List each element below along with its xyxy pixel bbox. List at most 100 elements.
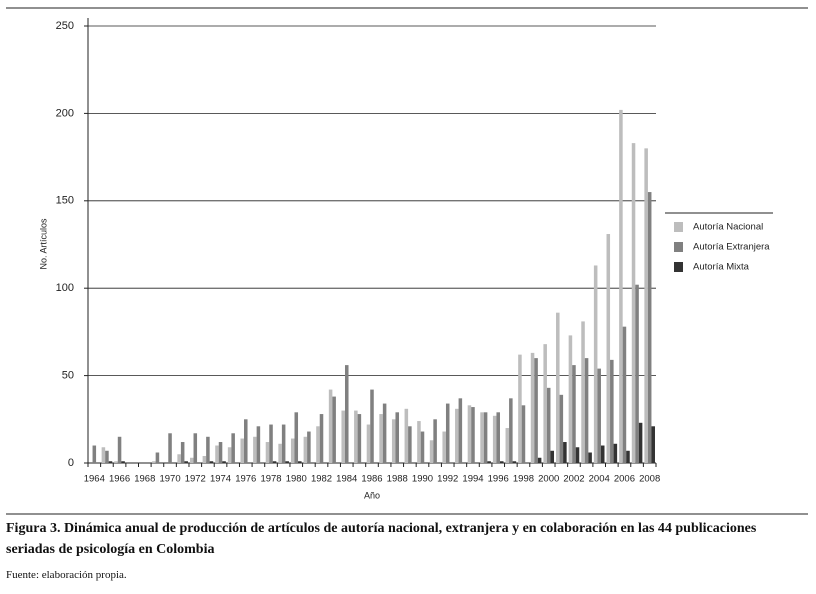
bar (537, 457, 542, 463)
bar (512, 461, 517, 463)
x-tick-label: 1986 (361, 474, 382, 485)
bar (121, 461, 125, 463)
bar (581, 321, 585, 463)
bar (429, 440, 434, 463)
bar (622, 326, 627, 463)
bar (168, 433, 172, 463)
bar (408, 426, 412, 463)
bar (244, 419, 248, 463)
bar (442, 431, 446, 463)
x-tick-label: 1966 (109, 474, 130, 485)
x-tick-label: 2006 (614, 474, 635, 485)
bar (483, 412, 488, 463)
bar (499, 461, 504, 463)
bar (563, 442, 567, 463)
bar (184, 461, 188, 463)
bar (218, 442, 223, 463)
bar (357, 414, 362, 463)
bar (281, 424, 286, 463)
bar (240, 438, 245, 463)
bar (487, 461, 491, 463)
bar (366, 424, 371, 463)
y-tick-label: 250 (56, 20, 74, 32)
bar (651, 426, 655, 463)
bar (354, 410, 358, 463)
bar (610, 359, 614, 463)
bar (597, 368, 601, 463)
bar (382, 403, 387, 463)
bar (631, 143, 636, 463)
bar (647, 192, 652, 463)
legend-swatch (674, 262, 683, 272)
x-tick-label: 1990 (412, 474, 433, 485)
bar (180, 442, 185, 463)
bar (177, 454, 181, 463)
bar (117, 436, 122, 463)
x-tick-label: 1994 (462, 474, 483, 485)
bar (559, 394, 564, 463)
bar (395, 412, 400, 463)
bar (530, 352, 535, 463)
legend-swatch (674, 222, 683, 232)
bar (303, 436, 308, 463)
bar (556, 312, 560, 463)
bar (543, 344, 547, 463)
bar (471, 407, 475, 463)
x-tick-label: 1988 (387, 474, 408, 485)
bar (108, 461, 113, 463)
bar (206, 436, 210, 463)
bar (101, 447, 106, 463)
x-tick-label: 1970 (159, 474, 180, 485)
x-axis-label: Año (364, 490, 380, 500)
bar (256, 426, 261, 463)
x-tick-label: 1972 (185, 474, 206, 485)
bar (626, 450, 630, 463)
y-tick-label: 50 (62, 370, 74, 382)
bar (265, 442, 270, 463)
bar (546, 387, 551, 463)
bar (572, 365, 576, 463)
bar (433, 419, 437, 463)
bar (269, 424, 273, 463)
y-tick-label: 150 (56, 195, 74, 207)
x-tick-label: 1974 (210, 474, 231, 485)
bar (209, 461, 214, 463)
bar (606, 234, 611, 463)
y-tick-label: 0 (68, 457, 74, 469)
bar (391, 419, 396, 463)
bar (379, 414, 383, 463)
bar (278, 443, 282, 463)
x-tick-label: 1984 (336, 474, 357, 485)
bar (467, 405, 472, 463)
y-tick-label: 200 (56, 107, 74, 119)
bar (417, 421, 421, 463)
bar (294, 412, 299, 463)
x-tick-label: 2002 (563, 474, 584, 485)
bar (534, 358, 538, 463)
bar (341, 410, 345, 463)
chart: No. Artículos Año 0 50 100 150 200 250 1964 196… (6, 7, 808, 515)
bar (155, 452, 160, 463)
x-tick-label: 2000 (538, 474, 559, 485)
bar (114, 461, 118, 463)
figure-source: Fuente: elaboración propia. (6, 569, 127, 581)
y-axis-label: No. Artículos (38, 218, 48, 270)
bar (509, 398, 513, 463)
bar (152, 461, 156, 463)
bar (593, 265, 598, 463)
bar (568, 335, 573, 463)
bar (492, 415, 497, 463)
bar (272, 461, 277, 463)
bar (307, 431, 311, 463)
bar (458, 398, 463, 463)
bar (575, 447, 580, 463)
bar (420, 431, 425, 463)
bar (505, 428, 510, 463)
bar (253, 436, 257, 463)
x-tick-label: 1978 (260, 474, 281, 485)
bar (518, 354, 522, 463)
bar (202, 456, 207, 463)
x-tick-label: 1998 (513, 474, 534, 485)
bar (455, 408, 459, 463)
